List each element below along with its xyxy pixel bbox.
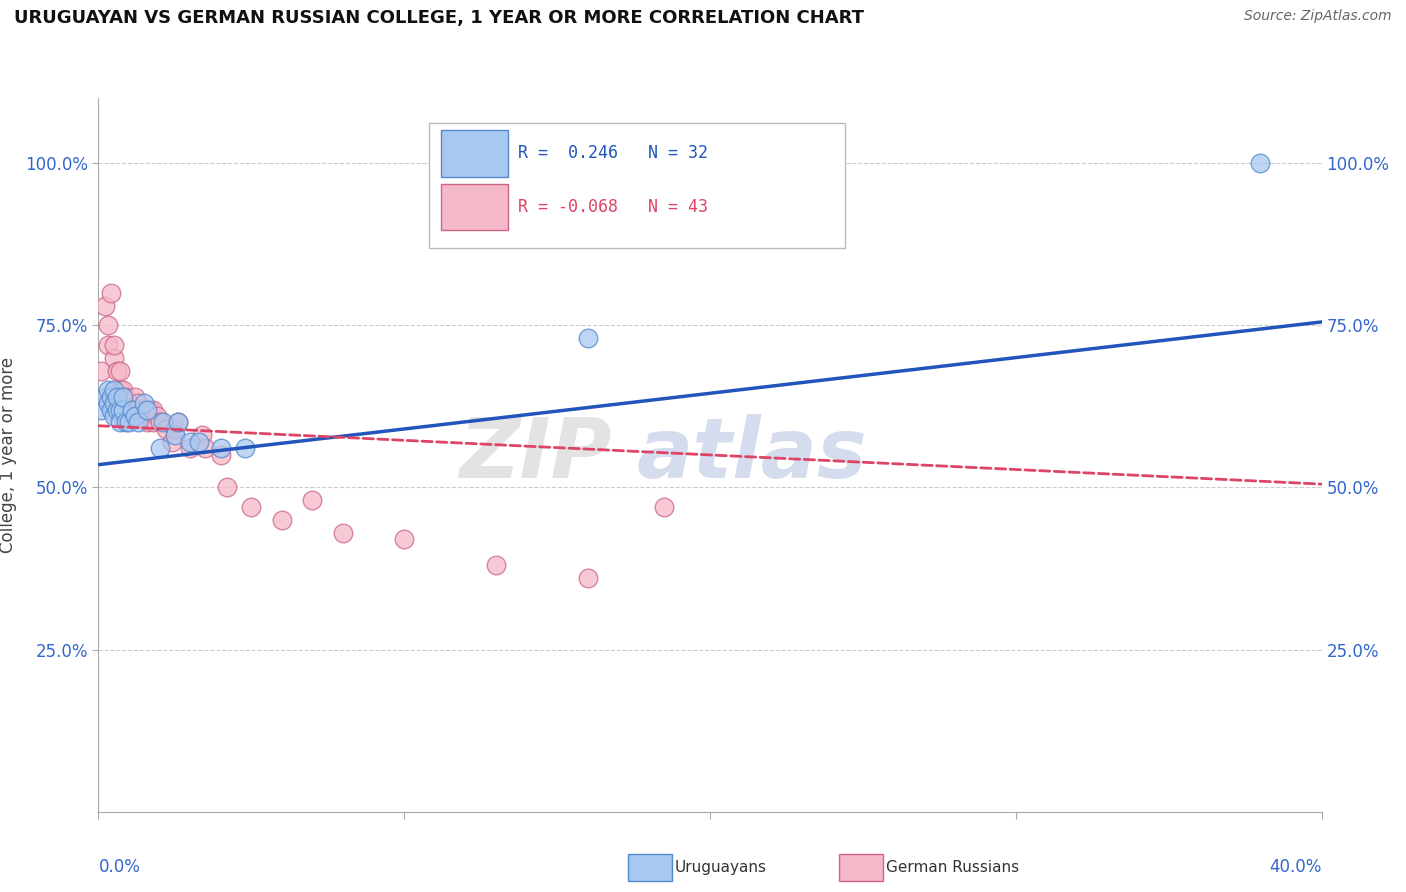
Point	[136, 416, 159, 430]
Text: 0.0%: 0.0%	[98, 858, 141, 876]
Point	[108, 363, 131, 377]
Point	[134, 402, 156, 417]
Text: ZIP: ZIP	[460, 415, 612, 495]
Point	[233, 442, 256, 456]
Text: 40.0%: 40.0%	[1270, 858, 1322, 876]
Point	[167, 416, 190, 430]
Point	[115, 416, 138, 430]
Point	[136, 402, 159, 417]
Point	[134, 396, 156, 410]
Point	[111, 402, 134, 417]
Point	[270, 513, 292, 527]
Text: R =  0.246   N = 32: R = 0.246 N = 32	[517, 145, 709, 162]
Point	[97, 337, 120, 351]
Point	[124, 402, 146, 417]
Point	[127, 396, 149, 410]
Point	[97, 318, 120, 333]
Text: atlas: atlas	[637, 415, 868, 495]
Point	[209, 448, 232, 462]
Text: Source: ZipAtlas.com: Source: ZipAtlas.com	[1244, 9, 1392, 23]
Point	[108, 402, 131, 417]
Point	[149, 442, 172, 456]
Point	[392, 533, 416, 547]
Point	[652, 500, 675, 514]
Point	[103, 383, 125, 397]
Point	[103, 396, 125, 410]
Point	[90, 363, 112, 377]
Point	[93, 299, 115, 313]
Point	[163, 428, 186, 442]
Point	[93, 390, 115, 404]
Point	[155, 422, 177, 436]
Y-axis label: College, 1 year or more: College, 1 year or more	[0, 357, 17, 553]
Point	[121, 402, 143, 417]
Point	[188, 434, 211, 449]
Point	[209, 442, 232, 456]
Point	[105, 402, 128, 417]
Point	[139, 402, 162, 417]
Point	[145, 409, 167, 423]
Point	[215, 480, 238, 494]
Point	[142, 416, 165, 430]
Point	[124, 409, 146, 423]
Point	[97, 383, 120, 397]
Point	[149, 416, 172, 430]
Point	[103, 351, 125, 365]
Point	[100, 390, 122, 404]
Text: URUGUAYAN VS GERMAN RUSSIAN COLLEGE, 1 YEAR OR MORE CORRELATION CHART: URUGUAYAN VS GERMAN RUSSIAN COLLEGE, 1 Y…	[14, 9, 865, 27]
Point	[108, 416, 131, 430]
Point	[160, 434, 183, 449]
Text: Uruguayans: Uruguayans	[675, 860, 766, 874]
FancyBboxPatch shape	[441, 184, 508, 230]
Point	[194, 442, 217, 456]
Point	[152, 416, 174, 430]
Text: German Russians: German Russians	[886, 860, 1019, 874]
Point	[142, 402, 165, 417]
Point	[240, 500, 263, 514]
Point	[129, 409, 152, 423]
Point	[332, 525, 354, 540]
Point	[100, 285, 122, 300]
Point	[105, 390, 128, 404]
Point	[1249, 156, 1271, 170]
Point	[108, 383, 131, 397]
Point	[576, 331, 599, 345]
Point	[115, 390, 138, 404]
Point	[100, 402, 122, 417]
Point	[167, 416, 190, 430]
Point	[191, 428, 214, 442]
Point	[179, 434, 201, 449]
Point	[118, 396, 141, 410]
FancyBboxPatch shape	[441, 130, 508, 177]
Point	[576, 571, 599, 585]
Point	[103, 337, 125, 351]
FancyBboxPatch shape	[429, 123, 845, 248]
Point	[111, 390, 134, 404]
Point	[127, 416, 149, 430]
Point	[121, 402, 143, 417]
Point	[124, 390, 146, 404]
Point	[103, 409, 125, 423]
Point	[179, 442, 201, 456]
Point	[485, 558, 508, 573]
Point	[105, 363, 128, 377]
Text: R = -0.068   N = 43: R = -0.068 N = 43	[517, 198, 709, 216]
Point	[97, 396, 120, 410]
Point	[301, 493, 323, 508]
Point	[90, 402, 112, 417]
Point	[111, 383, 134, 397]
Point	[118, 416, 141, 430]
Point	[111, 402, 134, 417]
Point	[163, 422, 186, 436]
